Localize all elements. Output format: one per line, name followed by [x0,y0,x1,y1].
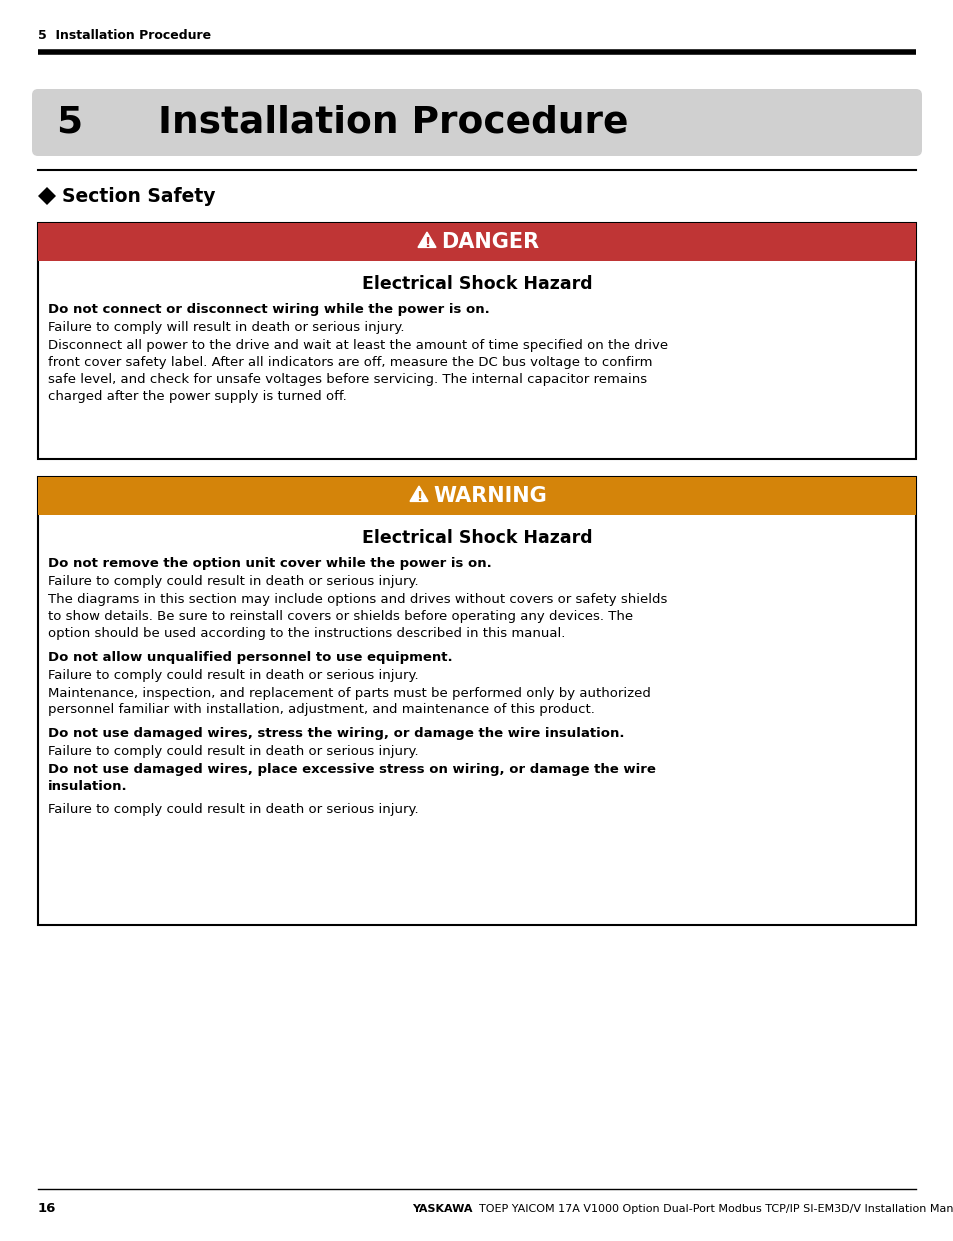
Text: !: ! [423,236,430,249]
Text: The diagrams in this section may include options and drives without covers or sa: The diagrams in this section may include… [48,593,667,640]
Bar [38,477,915,515]
Text: TOEP YAICOM 17A V1000 Option Dual-Port Modbus TCP/IP SI-EM3D/V Installation Manu: TOEP YAICOM 17A V1000 Option Dual-Port M… [478,1204,953,1214]
Bar [38,477,915,925]
Text: DANGER: DANGER [440,232,538,252]
FancyBboxPatch shape [32,89,921,156]
Text: Do not remove the option unit cover while the power is on.: Do not remove the option unit cover whil… [48,557,491,570]
Text: Disconnect all power to the drive and wait at least the amount of time specified: Disconnect all power to the drive and wa… [48,339,667,403]
Text: WARNING: WARNING [433,486,546,506]
Bar [38,223,915,261]
Polygon shape [38,187,56,205]
Text: Do not use damaged wires, place excessive stress on wiring, or damage the wire
i: Do not use damaged wires, place excessiv… [48,763,656,793]
Polygon shape [417,232,436,247]
Text: !: ! [416,490,421,504]
Text: Electrical Shock Hazard: Electrical Shock Hazard [361,276,592,293]
Text: Do not use damaged wires, stress the wiring, or damage the wire insulation.: Do not use damaged wires, stress the wir… [48,727,624,741]
Text: 16: 16 [38,1203,56,1215]
Text: Failure to comply could result in death or serious injury.: Failure to comply could result in death … [48,746,418,758]
Text: 5: 5 [56,104,82,140]
Bar [38,223,915,459]
Text: Failure to comply will result in death or serious injury.: Failure to comply will result in death o… [48,321,404,334]
Text: Failure to comply could result in death or serious injury.: Failure to comply could result in death … [48,803,418,815]
Text: Installation Procedure: Installation Procedure [158,104,628,140]
Text: Failure to comply could result in death or serious injury.: Failure to comply could result in death … [48,669,418,681]
Polygon shape [410,486,428,501]
Text: 5  Installation Procedure: 5 Installation Procedure [38,29,211,42]
Text: Maintenance, inspection, and replacement of parts must be performed only by auth: Maintenance, inspection, and replacement… [48,686,650,716]
Text: YASKAWA: YASKAWA [412,1204,473,1214]
Text: Section Safety: Section Safety [62,186,215,206]
Text: Failure to comply could result in death or serious injury.: Failure to comply could result in death … [48,575,418,588]
Text: Electrical Shock Hazard: Electrical Shock Hazard [361,529,592,547]
Text: Do not allow unqualified personnel to use equipment.: Do not allow unqualified personnel to us… [48,650,452,664]
Text: Do not connect or disconnect wiring while the power is on.: Do not connect or disconnect wiring whil… [48,303,489,316]
